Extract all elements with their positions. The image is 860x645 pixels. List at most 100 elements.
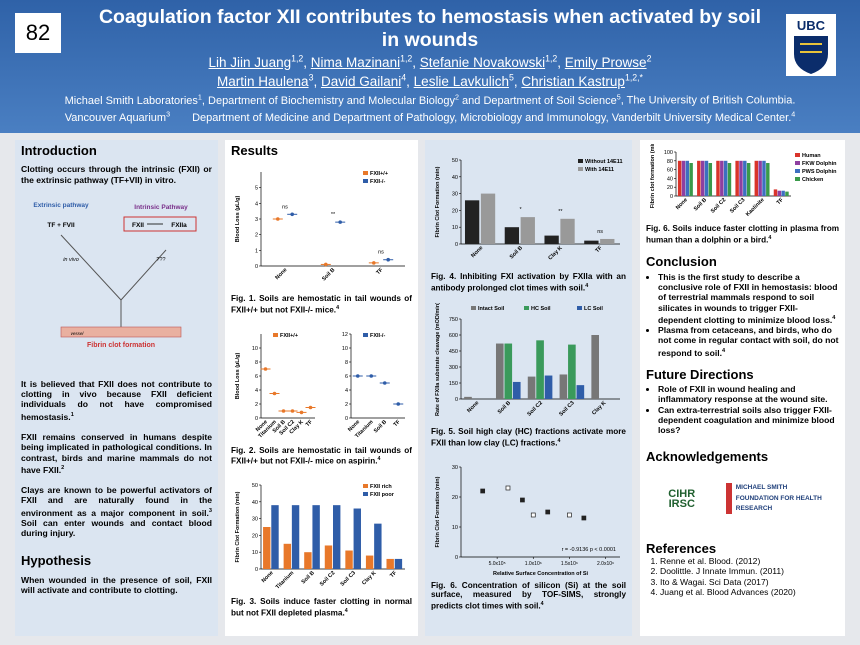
bar bbox=[560, 218, 575, 244]
x-tick-label: None bbox=[675, 197, 689, 211]
annotation: ns bbox=[378, 250, 384, 256]
text: Fig. 6. Soils induce faster clotting in … bbox=[646, 224, 839, 245]
affiliation-line: Michael Smith Laboratories1, Department … bbox=[20, 93, 840, 107]
y-tick-label: 2 bbox=[345, 402, 348, 408]
x-tick-label: Soil C2 bbox=[710, 197, 727, 214]
y-tick-label: 40 bbox=[252, 500, 258, 506]
box bbox=[123, 216, 197, 232]
dot bbox=[281, 408, 286, 413]
diagram-label: ??? bbox=[156, 257, 165, 263]
legend-swatch bbox=[363, 332, 368, 337]
bullet: Can extra-terrestrial soils also trigger… bbox=[658, 405, 839, 436]
section-heading: Acknowledgements bbox=[646, 448, 769, 464]
legend-label: FXII rich bbox=[370, 484, 392, 490]
x-tick-label: Clay K bbox=[591, 400, 607, 416]
reference: Renne et al. Blood. (2012) bbox=[660, 556, 839, 566]
y-tick-label: 6 bbox=[255, 374, 258, 380]
bar bbox=[727, 163, 732, 196]
reference: Ito & Wagai. Sci Data (2017) bbox=[660, 577, 839, 587]
text: FXII remains conserved in humans despite… bbox=[21, 431, 212, 475]
y-tick-label: 40 bbox=[667, 176, 673, 182]
legend-label: LC Soil bbox=[584, 306, 603, 312]
figure: 0 20 40 60 80 100 Fibrin clot formation (min) N… bbox=[646, 144, 839, 245]
figure-caption: Fig. 1. Soils are hemostatic in tail wou… bbox=[231, 294, 412, 315]
bar bbox=[512, 382, 521, 400]
legend-swatch bbox=[363, 491, 368, 496]
bar bbox=[708, 163, 713, 196]
affiliation-mark: 1,2 bbox=[400, 53, 413, 63]
y-tick-label: 30 bbox=[252, 517, 258, 523]
figure: 0 10 20 30 40 50 Fibrin Clot Formation (min) No… bbox=[431, 152, 626, 293]
x-tick-label: Soil B bbox=[301, 570, 316, 585]
x-tick-label: Soil C3 bbox=[729, 197, 746, 214]
y-tick-label: 600 bbox=[449, 333, 458, 339]
text: , The University of British Columbia. bbox=[620, 94, 796, 107]
text: Soil can enter wounds and contact blood … bbox=[21, 517, 212, 539]
y-axis-label: Blood Loss (µL/g) bbox=[235, 352, 241, 399]
y-tick-label: 10 bbox=[342, 346, 348, 352]
logo: CIHR IRSC bbox=[668, 487, 696, 510]
bar bbox=[386, 558, 394, 569]
x-tick-label: TF bbox=[305, 418, 314, 427]
y-tick-label: 150 bbox=[449, 381, 458, 387]
figure: 0 2 4 6 8 10 Blood Loss (µL/g) None Titanium Soil… bbox=[231, 326, 412, 467]
bar bbox=[527, 376, 536, 400]
chart: 0 10 20 30 40 50 Fibrin Clot Formation (min) No… bbox=[435, 158, 623, 262]
column: Results 0 1 2 3 4 5 Blood Loss (µL/g) None ns Soil… bbox=[225, 140, 418, 636]
x-tick-label: 1.0x10⁶ bbox=[525, 561, 542, 567]
y-tick-label: 10 bbox=[452, 225, 458, 231]
bar bbox=[544, 375, 553, 400]
y-tick-label: 30 bbox=[452, 192, 458, 198]
legend-label: PWS Dolphin bbox=[802, 169, 837, 175]
bullet: This is the first study to describe a co… bbox=[658, 272, 839, 325]
bar bbox=[758, 160, 762, 196]
bar bbox=[576, 385, 585, 400]
bar bbox=[394, 558, 403, 569]
figure-caption: Fig. 2. Soils are hemostatic in tail wou… bbox=[231, 446, 412, 467]
figure: 0 1 2 3 4 5 Blood Loss (µL/g) None ns Soil B ** TF n… bbox=[231, 164, 412, 315]
x-tick-label: TF bbox=[389, 570, 398, 579]
x-tick-label: TF bbox=[776, 197, 785, 206]
author-name: Stefanie Novakowski bbox=[419, 54, 546, 70]
bar bbox=[291, 505, 300, 569]
chart: 0 1 2 3 4 5 Blood Loss (µL/g) None ns Soil B ** TF n… bbox=[235, 171, 405, 283]
bar bbox=[739, 160, 743, 196]
y-axis-label: Fibrin clot formation (min) bbox=[650, 144, 656, 208]
y-tick-label: 300 bbox=[449, 365, 458, 371]
bullet: Plasma from cetaceans, and birds, who do… bbox=[658, 325, 839, 358]
y-tick-label: 20 bbox=[452, 208, 458, 214]
figure: 0 10 20 30 Fibrin Clot Formation (min) 5.0x10… bbox=[431, 459, 626, 612]
text: Fig. 1. Soils are hemostatic in tail wou… bbox=[231, 294, 412, 315]
bar bbox=[716, 160, 720, 196]
dot bbox=[372, 261, 376, 265]
bullet-list: Role of FXII in wound healing and inflam… bbox=[646, 384, 839, 435]
chart: 0 20 40 60 80 100 Fibrin clot formation (min) N… bbox=[650, 144, 837, 218]
diagram-label: Intrinsic Pathway bbox=[134, 204, 188, 211]
text: Fig. 6. Concentration of silicon (Si) at… bbox=[431, 580, 626, 611]
author-name: Christian Kastrup bbox=[521, 73, 625, 89]
bar bbox=[681, 160, 686, 196]
y-tick-label: 50 bbox=[252, 483, 258, 489]
y-tick-label: 4 bbox=[255, 388, 258, 394]
chart: 0 10 20 30 40 50 Fibrin Clot Formation (min) No… bbox=[235, 483, 405, 591]
y-axis-label: Blood Loss (µL/g) bbox=[235, 196, 241, 243]
y-tick-label: 60 bbox=[667, 168, 673, 174]
bar bbox=[677, 160, 682, 196]
y-tick-label: 3 bbox=[255, 217, 258, 223]
paragraph: When wounded in the presence of soil, FX… bbox=[21, 574, 212, 595]
x-tick-label: Soil B bbox=[497, 400, 512, 415]
bar bbox=[704, 160, 709, 196]
legend-label: FXII+/+ bbox=[370, 171, 388, 177]
superscript: 2 bbox=[61, 464, 65, 471]
x-tick-label: Soil C2 bbox=[526, 400, 543, 417]
superscript: 4 bbox=[585, 282, 589, 289]
bar bbox=[304, 552, 312, 569]
superscript: 4 bbox=[557, 438, 561, 445]
legend-swatch bbox=[578, 159, 583, 163]
dot bbox=[290, 408, 295, 413]
legend-label: FKW Dolphin bbox=[802, 161, 837, 167]
legend-swatch bbox=[795, 153, 800, 157]
x-tick-label: TF bbox=[595, 245, 604, 254]
bar bbox=[544, 235, 559, 244]
